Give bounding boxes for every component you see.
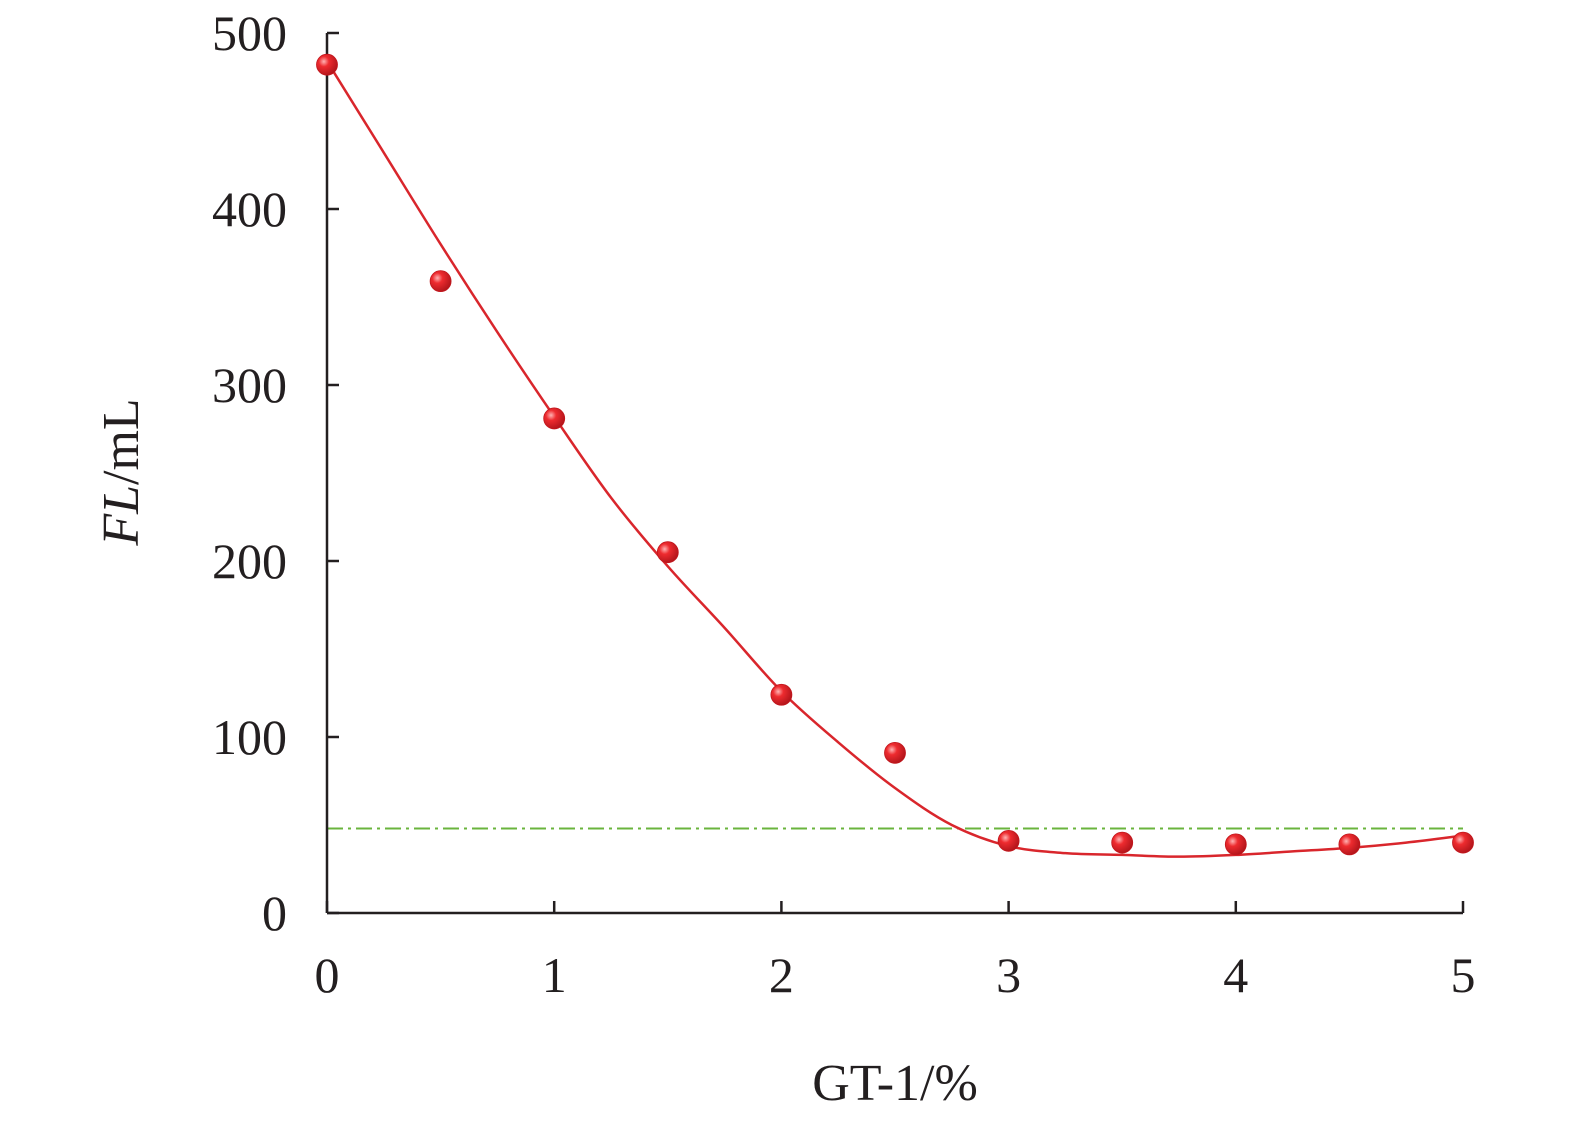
data-point: [429, 270, 452, 293]
fit-curve-layer: [325, 60, 1464, 858]
x-tick-label: 1: [542, 947, 567, 1003]
data-point: [997, 829, 1020, 852]
x-tick-label: 5: [1451, 947, 1476, 1003]
x-tick-label: 0: [315, 947, 340, 1003]
data-point: [1338, 833, 1361, 856]
y-tick-label: 0: [262, 885, 287, 941]
data-point: [884, 741, 906, 764]
y-tick-label: 400: [212, 181, 287, 237]
y-axis-label-unit: /mL: [93, 398, 150, 485]
data-point: [656, 541, 679, 564]
y-axis-label-italic: FL: [93, 485, 150, 547]
x-tick-label: 3: [996, 947, 1021, 1003]
axis-labels: GT-1/% FL/mL: [93, 398, 978, 1112]
data-point: [1111, 831, 1134, 854]
y-tick-label: 300: [212, 357, 287, 413]
x-axis-label: GT-1/%: [812, 1055, 978, 1112]
y-tick-label: 200: [212, 533, 287, 589]
data-point: [1452, 831, 1474, 854]
y-tick-label: 500: [212, 5, 287, 61]
y-axis-label: FL/mL: [93, 398, 150, 546]
x-tick-label: 4: [1223, 947, 1248, 1003]
data-points: [316, 53, 1474, 856]
data-point: [770, 683, 793, 706]
x-tick-label: 2: [769, 947, 794, 1003]
fit-curve: [325, 60, 1464, 858]
y-tick-label: 100: [212, 709, 287, 765]
data-point: [543, 407, 566, 430]
axes: 0 100 200 300 400 500 0 1 2 3 4 5: [212, 5, 1476, 1003]
data-point: [316, 53, 338, 76]
data-point: [1224, 833, 1247, 856]
